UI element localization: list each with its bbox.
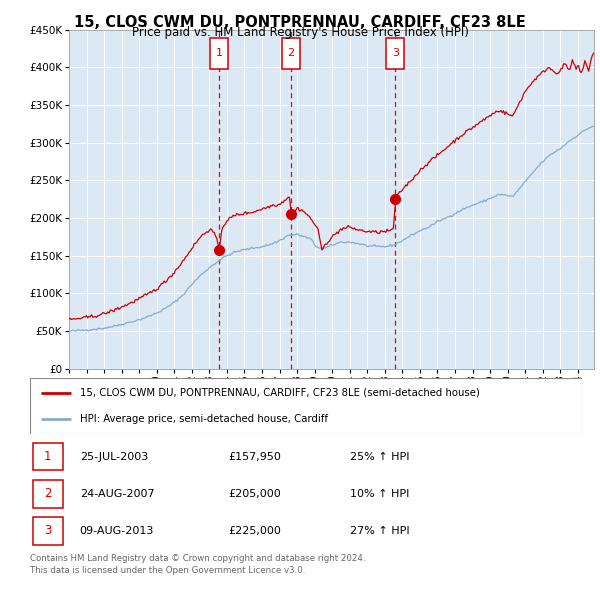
Text: 2: 2 xyxy=(287,48,295,58)
FancyBboxPatch shape xyxy=(282,38,300,68)
FancyBboxPatch shape xyxy=(210,38,228,68)
Text: 3: 3 xyxy=(392,48,399,58)
FancyBboxPatch shape xyxy=(33,443,63,470)
Text: 2: 2 xyxy=(44,487,52,500)
Text: HPI: Average price, semi-detached house, Cardiff: HPI: Average price, semi-detached house,… xyxy=(80,414,328,424)
Text: 24-AUG-2007: 24-AUG-2007 xyxy=(80,489,154,499)
Text: 15, CLOS CWM DU, PONTPRENNAU, CARDIFF, CF23 8LE: 15, CLOS CWM DU, PONTPRENNAU, CARDIFF, C… xyxy=(74,15,526,30)
Text: 25% ↑ HPI: 25% ↑ HPI xyxy=(350,452,410,461)
Text: 25-JUL-2003: 25-JUL-2003 xyxy=(80,452,148,461)
Text: Price paid vs. HM Land Registry's House Price Index (HPI): Price paid vs. HM Land Registry's House … xyxy=(131,26,469,39)
Text: 10% ↑ HPI: 10% ↑ HPI xyxy=(350,489,410,499)
Text: £205,000: £205,000 xyxy=(229,489,281,499)
Text: 1: 1 xyxy=(216,48,223,58)
Text: £225,000: £225,000 xyxy=(229,526,281,536)
Text: 09-AUG-2013: 09-AUG-2013 xyxy=(80,526,154,536)
Text: 27% ↑ HPI: 27% ↑ HPI xyxy=(350,526,410,536)
FancyBboxPatch shape xyxy=(33,517,63,545)
Text: £157,950: £157,950 xyxy=(229,452,281,461)
Text: Contains HM Land Registry data © Crown copyright and database right 2024.
This d: Contains HM Land Registry data © Crown c… xyxy=(30,555,365,575)
Text: 15, CLOS CWM DU, PONTPRENNAU, CARDIFF, CF23 8LE (semi-detached house): 15, CLOS CWM DU, PONTPRENNAU, CARDIFF, C… xyxy=(80,388,479,398)
FancyBboxPatch shape xyxy=(30,378,582,434)
FancyBboxPatch shape xyxy=(386,38,404,68)
FancyBboxPatch shape xyxy=(33,480,63,507)
Text: 1: 1 xyxy=(44,450,52,463)
Text: 3: 3 xyxy=(44,525,52,537)
